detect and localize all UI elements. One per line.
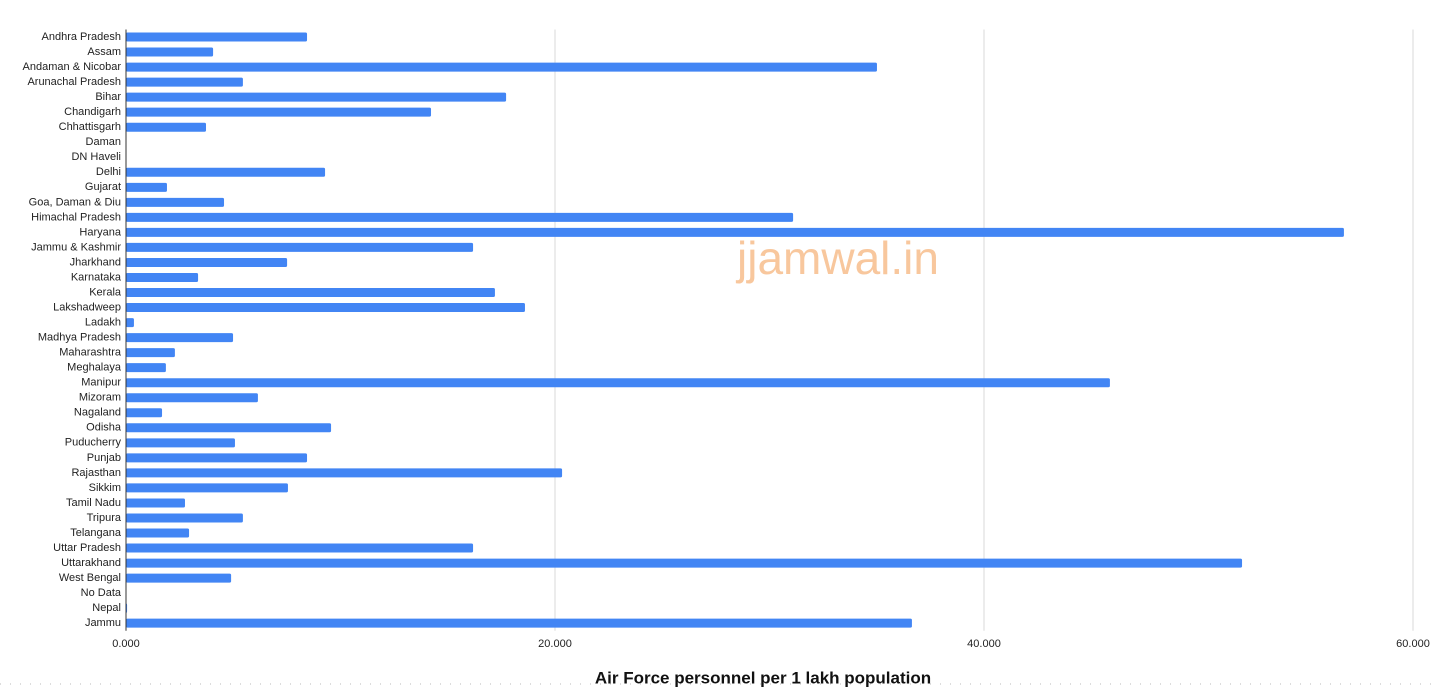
bar [126, 62, 877, 72]
bar [126, 543, 474, 553]
y-tick-label: Karnataka [71, 271, 122, 283]
y-tick-label: Daman [86, 136, 121, 148]
x-tick-label: 0.000 [112, 638, 140, 650]
bar [126, 528, 190, 538]
bar [126, 122, 207, 132]
bar [126, 77, 243, 87]
x-tick-label: 60.000 [1396, 638, 1430, 650]
y-tick-label: No Data [81, 587, 122, 599]
bar [126, 513, 243, 523]
y-tick-label: Punjab [87, 452, 121, 464]
y-tick-label: Tamil Nadu [66, 497, 121, 509]
x-tick-label: 40.000 [967, 638, 1001, 650]
y-tick-label: Puducherry [65, 437, 122, 449]
y-tick-label: Andhra Pradesh [42, 31, 122, 43]
y-tick-label: Tripura [87, 512, 122, 524]
bar [126, 182, 167, 192]
bar [126, 272, 199, 282]
bar [126, 573, 232, 583]
bar [126, 47, 214, 57]
y-tick-label: Jharkhand [70, 256, 121, 268]
bar [126, 393, 258, 403]
bar [126, 378, 1110, 388]
y-tick-label: Mizoram [79, 392, 121, 404]
bar [126, 438, 235, 448]
y-tick-label: Assam [87, 46, 121, 58]
bar [126, 288, 495, 298]
bar [126, 303, 525, 313]
y-tick-label: Maharashtra [59, 347, 122, 359]
bar [126, 227, 1344, 237]
y-tick-label: Chhattisgarh [59, 121, 121, 133]
y-tick-label: Sikkim [89, 482, 121, 494]
y-tick-label: Bihar [95, 91, 121, 103]
y-tick-label: Telangana [70, 527, 122, 539]
bar [126, 197, 225, 207]
bar [126, 408, 163, 418]
y-tick-label: Meghalaya [67, 362, 122, 374]
bar [126, 453, 308, 463]
chart-title: Air Force personnel per 1 lakh populatio… [595, 668, 931, 687]
x-tick-label: 20.000 [538, 638, 572, 650]
y-tick-label: Kerala [89, 286, 122, 298]
y-tick-label: Jammu [85, 617, 121, 629]
bar [126, 423, 332, 433]
y-tick-label: Chandigarh [64, 106, 121, 118]
y-tick-label: Gujarat [85, 181, 121, 193]
y-tick-label: Nepal [92, 602, 121, 614]
y-tick-label: Jammu & Kashmir [31, 241, 121, 253]
y-tick-label: Arunachal Pradesh [27, 76, 121, 88]
y-tick-label: Nagaland [74, 407, 121, 419]
bar [126, 498, 185, 508]
bar [126, 107, 432, 117]
bar [126, 212, 794, 222]
y-tick-label: Delhi [96, 166, 121, 178]
bar [126, 318, 134, 328]
bar [126, 167, 326, 177]
y-tick-label: Uttar Pradesh [53, 542, 121, 554]
y-tick-label: Uttarakhand [61, 557, 121, 569]
bar [126, 92, 507, 102]
y-tick-label: Rajasthan [71, 467, 121, 479]
y-tick-label: Ladakh [85, 316, 121, 328]
y-tick-label: Lakshadweep [53, 301, 121, 313]
y-tick-label: Haryana [79, 226, 121, 238]
bar [126, 468, 563, 478]
bar [126, 618, 912, 628]
y-tick-label: West Bengal [59, 572, 121, 584]
bar [126, 242, 474, 252]
y-tick-label: DN Haveli [71, 151, 121, 163]
bar [126, 363, 166, 373]
y-tick-label: Andaman & Nicobar [23, 61, 122, 73]
watermark: jjamwal.in [735, 232, 939, 284]
bar [126, 348, 175, 358]
y-tick-label: Odisha [86, 422, 122, 434]
bar [126, 257, 288, 267]
bar [126, 483, 288, 493]
y-tick-label: Madhya Pradesh [38, 332, 121, 344]
bar [126, 333, 234, 343]
bar [126, 32, 308, 42]
y-tick-label: Manipur [81, 377, 121, 389]
y-tick-label: Himachal Pradesh [31, 211, 121, 223]
bar [126, 558, 1243, 568]
y-tick-label: Goa, Daman & Diu [29, 196, 121, 208]
